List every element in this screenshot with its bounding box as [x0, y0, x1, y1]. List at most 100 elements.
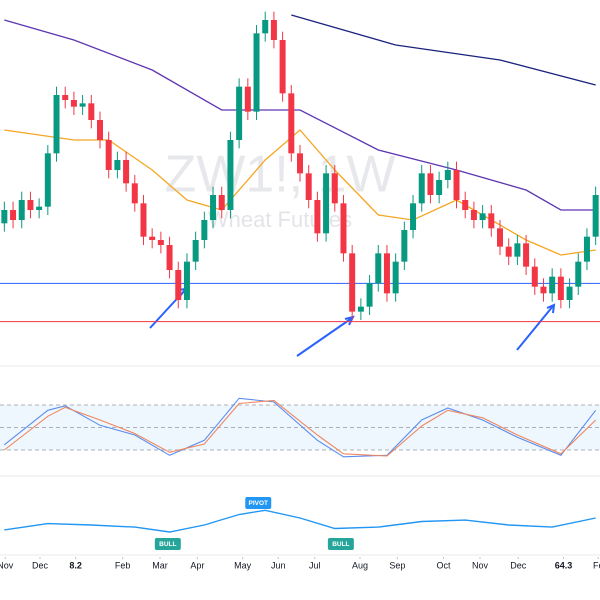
signal-badge [154, 538, 181, 550]
candle-body [349, 253, 356, 312]
candle-body [270, 20, 277, 40]
candle-body [175, 270, 182, 300]
candle-body [279, 40, 286, 94]
candle-body [227, 140, 234, 210]
candle-body [549, 276, 556, 294]
candle-body [244, 86, 251, 112]
arrow [296, 315, 355, 357]
x-tick-label: Mar [152, 560, 168, 570]
candle-body [210, 195, 217, 220]
x-tick-label: Sep [389, 560, 405, 570]
candle-body [79, 103, 86, 107]
candle-body [140, 203, 147, 237]
candle-body [497, 228, 503, 247]
candle-body [540, 286, 547, 294]
candle-body [418, 173, 425, 204]
candle-body [401, 230, 408, 262]
candle-body [18, 200, 25, 220]
candle-body [366, 283, 373, 307]
watermark-subtitle: Wheat Futures [208, 207, 352, 232]
candle-body [444, 170, 451, 180]
candle-body [514, 243, 521, 257]
candle-body [236, 86, 243, 140]
candle-body [88, 103, 95, 120]
candle-body [531, 266, 538, 287]
x-tick-label: Nov [472, 560, 489, 570]
candle-body [105, 140, 112, 170]
x-tick-label: May [234, 560, 252, 570]
candle-body [297, 153, 303, 174]
stochastic-band [0, 405, 600, 450]
candle-body [383, 253, 390, 294]
x-tick-label: Jun [271, 560, 286, 570]
candle-body [183, 261, 190, 300]
candle-body [62, 95, 69, 100]
candle-body [44, 153, 51, 207]
arrow [516, 303, 556, 351]
candle-body [27, 200, 34, 210]
signal-badge [327, 538, 354, 550]
watermark: ZW1!, 1W [164, 146, 395, 204]
candle-body [583, 236, 590, 262]
moving-average [4, 19, 596, 211]
x-tick-label: 64.3 [555, 560, 573, 570]
x-tick-label: Dec [32, 560, 49, 570]
signal-label: PIVOT [249, 500, 269, 507]
stochastic-line [3, 397, 597, 458]
x-tick-label: Nov [0, 560, 14, 570]
candle-body [479, 213, 486, 220]
candle-body [410, 203, 417, 230]
candle-body [131, 183, 138, 204]
candle-body [262, 20, 269, 34]
candle-body [218, 195, 225, 210]
candle-body [557, 276, 564, 300]
candle-body [392, 261, 399, 294]
candle-body [453, 170, 460, 200]
candle-body [305, 173, 312, 200]
candle-body [149, 236, 156, 240]
candle-body [192, 240, 199, 262]
candle-body [157, 240, 164, 245]
candle-body [114, 160, 121, 170]
signal-badge [245, 497, 272, 509]
candle-body [523, 243, 530, 267]
stochastic-line [3, 399, 597, 457]
candle-body [592, 195, 599, 237]
candle-body [470, 210, 477, 220]
candle-body [331, 173, 338, 204]
x-tick-label: Aug [352, 560, 368, 570]
candle-body [53, 95, 60, 154]
candle-body [323, 173, 330, 234]
moving-average [4, 129, 596, 256]
candle-body [201, 220, 208, 240]
signal-label: BULL [332, 541, 349, 548]
moving-average [291, 14, 596, 86]
candle-body [427, 173, 434, 195]
candle-body [1, 210, 8, 224]
candle-body [340, 203, 347, 254]
candle-body [575, 261, 582, 287]
candle-body [436, 180, 443, 195]
candle-body [10, 210, 17, 220]
candle-body [375, 253, 382, 284]
x-tick-label: 8.2 [69, 560, 82, 570]
candle-body [253, 33, 260, 112]
candle-body [488, 213, 495, 229]
signal-label: BULL [159, 541, 176, 548]
candle-body [70, 100, 77, 107]
x-tick-label: Oct [436, 560, 451, 570]
candle-body [288, 93, 295, 154]
candle-body [166, 245, 173, 270]
candle-body [36, 206, 43, 210]
x-tick-label: Fe [593, 560, 600, 570]
candle-body [566, 286, 573, 300]
candle-body [97, 120, 103, 140]
candle-body [123, 160, 130, 184]
x-tick-label: Feb [115, 560, 131, 570]
x-tick-label: Dec [510, 560, 527, 570]
candle-body [462, 200, 469, 210]
candle-body [357, 306, 364, 312]
x-tick-label: Jul [309, 560, 321, 570]
